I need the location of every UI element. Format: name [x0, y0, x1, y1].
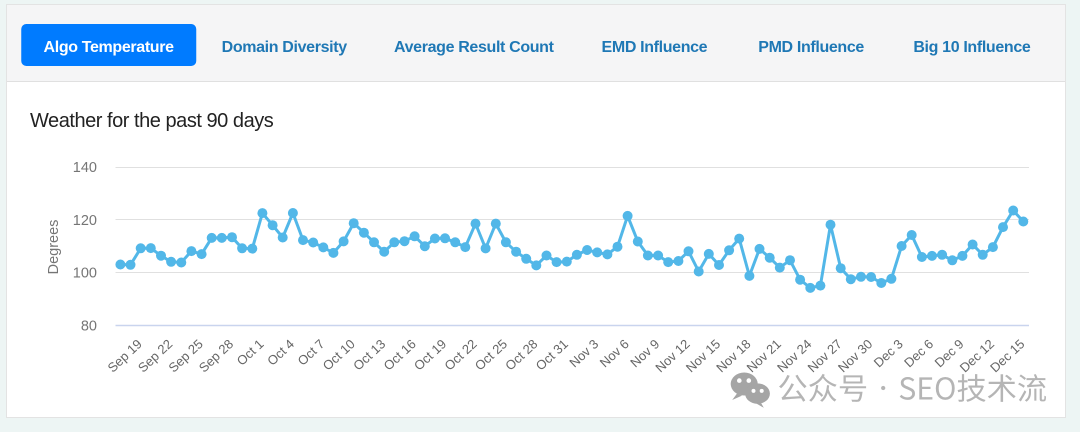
svg-text:Sep 28: Sep 28	[196, 336, 236, 375]
svg-text:Dec 6: Dec 6	[901, 336, 936, 370]
svg-text:Oct 10: Oct 10	[320, 336, 358, 373]
svg-text:Oct 1: Oct 1	[234, 336, 267, 368]
svg-text:Nov 6: Nov 6	[597, 336, 632, 370]
svg-text:140: 140	[73, 160, 97, 176]
svg-text:Oct 16: Oct 16	[381, 336, 419, 373]
svg-text:Oct 13: Oct 13	[350, 336, 388, 373]
svg-text:80: 80	[81, 319, 97, 335]
svg-text:Oct 4: Oct 4	[264, 336, 297, 368]
svg-text:Dec 3: Dec 3	[871, 336, 906, 370]
svg-text:Oct 19: Oct 19	[411, 336, 449, 373]
svg-text:Oct 22: Oct 22	[441, 336, 479, 373]
svg-text:Nov 30: Nov 30	[835, 336, 875, 375]
svg-text:Oct 25: Oct 25	[472, 336, 510, 373]
svg-text:Degrees: Degrees	[46, 220, 62, 275]
svg-text:Oct 28: Oct 28	[502, 336, 540, 373]
svg-text:Dec 15: Dec 15	[987, 336, 1027, 375]
svg-text:100: 100	[73, 266, 97, 282]
svg-text:Nov 3: Nov 3	[566, 336, 601, 370]
svg-text:Oct 31: Oct 31	[533, 336, 571, 373]
svg-text:120: 120	[73, 213, 97, 229]
